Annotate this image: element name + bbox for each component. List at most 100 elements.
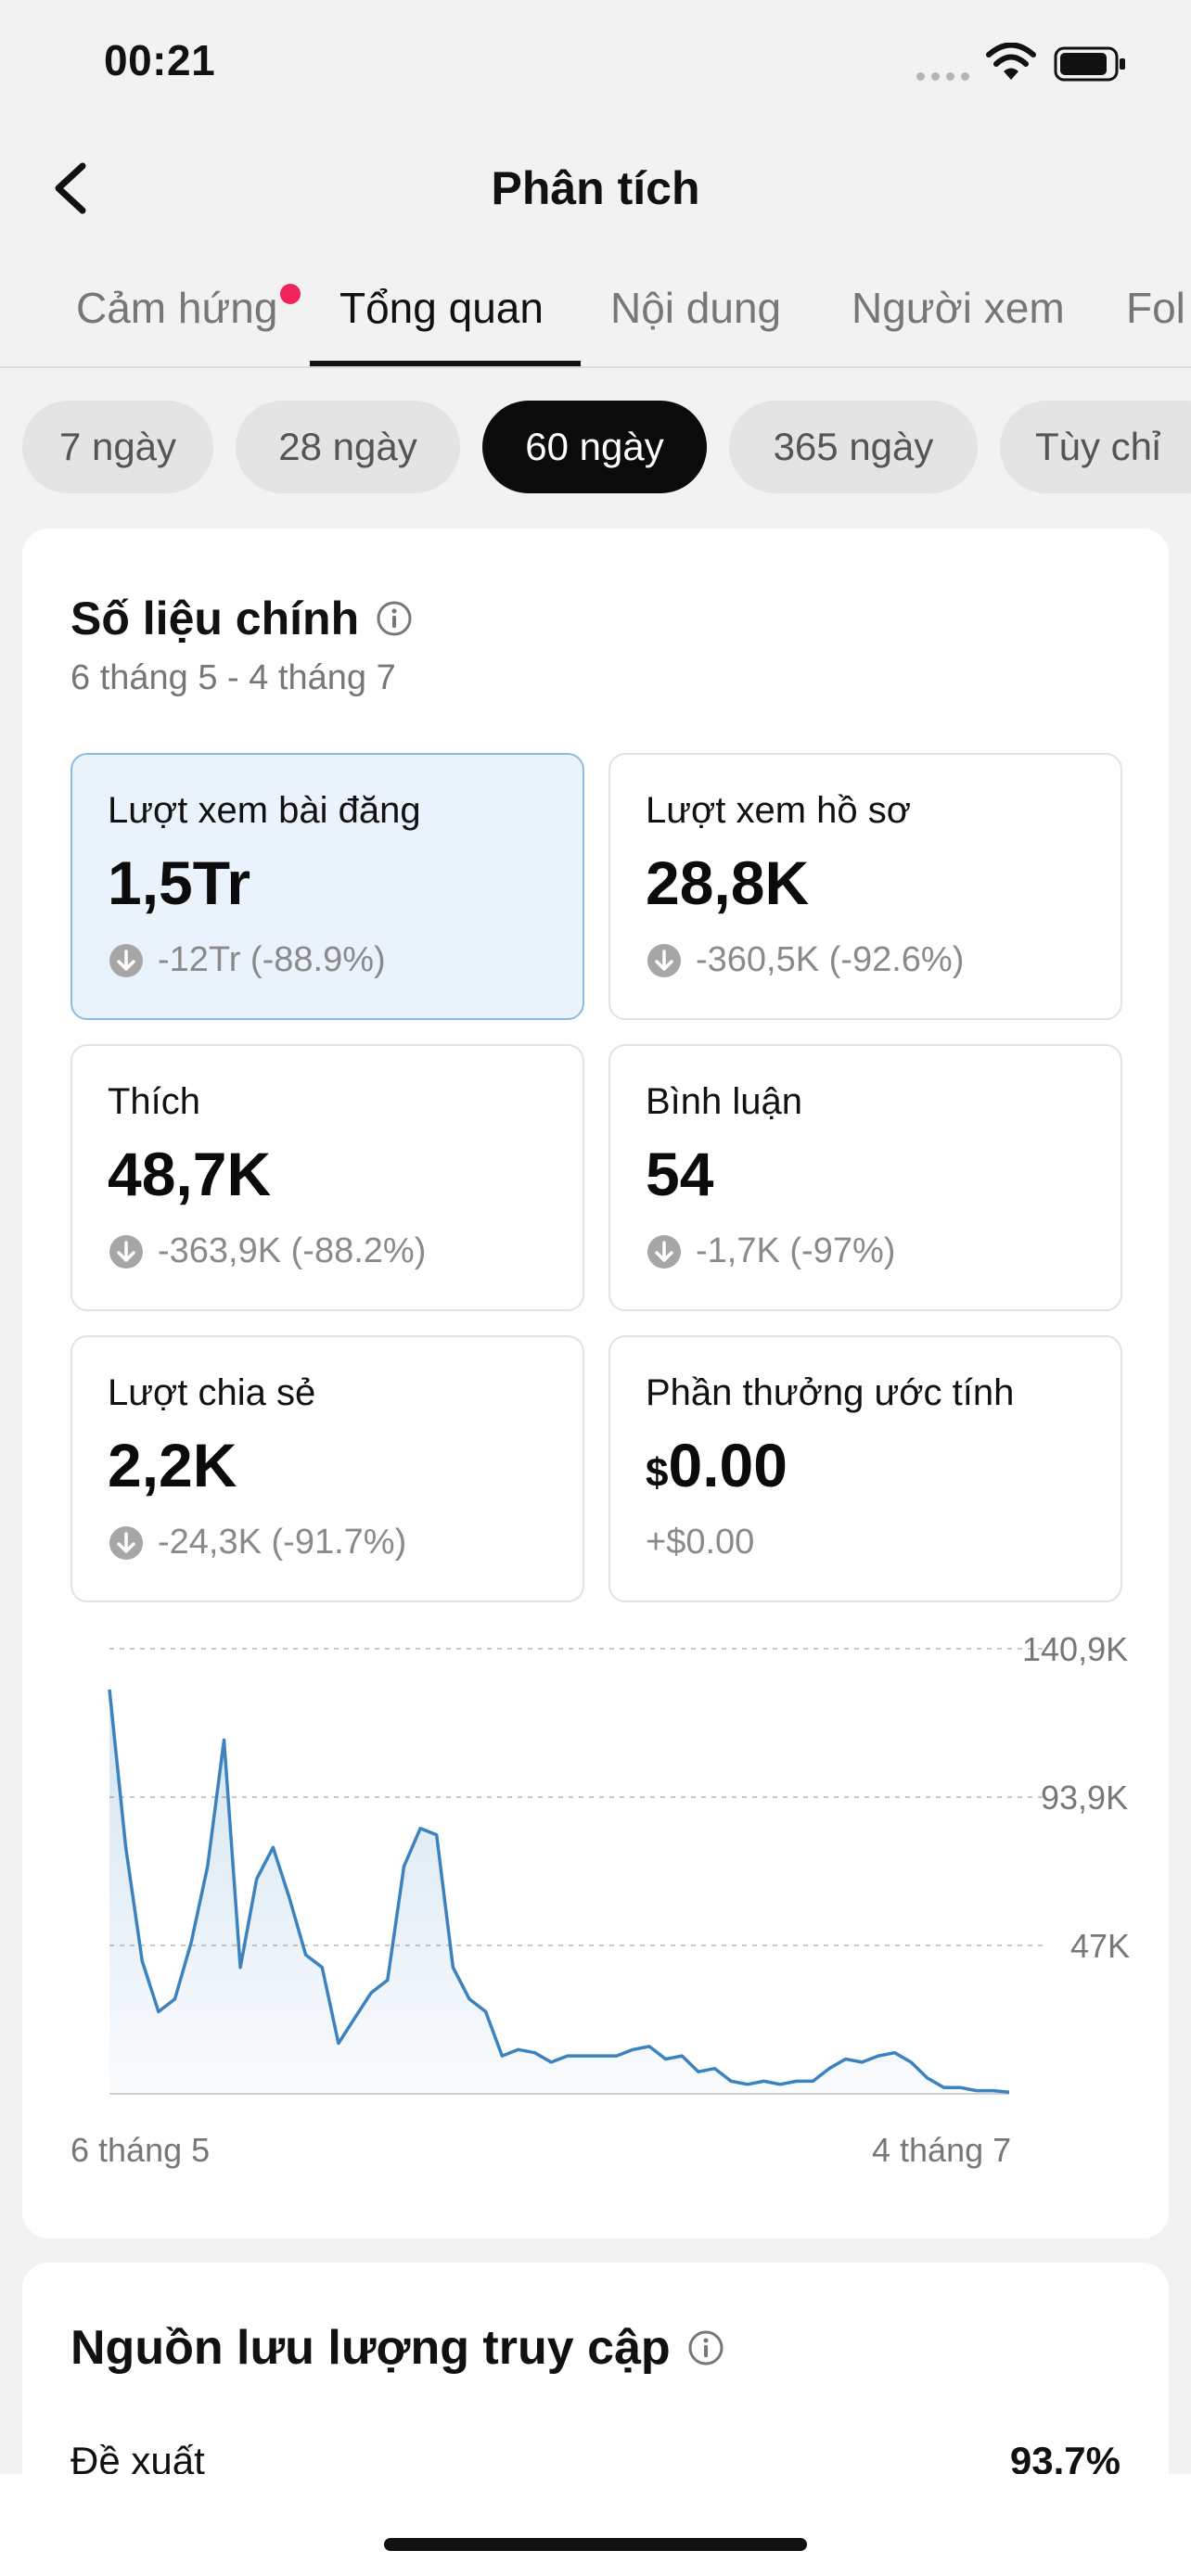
key-metrics-header: Số liệu chính <box>70 592 413 645</box>
data-point-34 <box>662 2056 670 2063</box>
arrow-down-circle-icon <box>109 1525 143 1560</box>
metric-label: Lượt xem hồ sơ <box>646 790 911 831</box>
tab-viewers[interactable]: Người xem <box>852 284 1065 332</box>
data-point-7 <box>221 1737 228 1744</box>
metric-profile-views[interactable]: Lượt xem hồ sơ 28,8K -360,5K (-92.6%) <box>608 753 1122 1020</box>
data-point-42 <box>793 2077 800 2085</box>
period-custom[interactable]: Tùy chỉ <box>1000 401 1191 493</box>
x-axis-start-label: 6 tháng 5 <box>70 2131 211 2169</box>
status-bar: 00:21 <box>0 0 1191 130</box>
data-point-49 <box>907 2059 915 2066</box>
arrow-down-circle-icon <box>647 1234 681 1269</box>
data-point-24 <box>498 2052 506 2060</box>
data-point-32 <box>629 2046 636 2053</box>
metric-label: Lượt xem bài đăng <box>108 790 421 831</box>
arrow-down-circle-icon <box>647 943 681 977</box>
wifi-icon <box>986 43 1036 80</box>
data-point-45 <box>842 2056 850 2063</box>
data-point-22 <box>466 1996 473 2003</box>
metric-value: $0.00 <box>646 1430 788 1500</box>
data-point-51 <box>941 2084 948 2091</box>
metric-change-text: -363,9K (-88.2%) <box>158 1231 427 1270</box>
metric-shares[interactable]: Lượt chia sẻ 2,2K -24,3K (-91.7%) <box>70 1335 584 1602</box>
series-area <box>109 1689 1009 2094</box>
post-views-chart[interactable]: 140,9K 93,9K 47K 6 tháng 5 4 tháng 7 <box>70 1623 1137 2179</box>
metric-value-number: 0.00 <box>668 1431 788 1499</box>
metric-value: 54 <box>646 1140 714 1208</box>
period-7-days[interactable]: 7 ngày <box>22 401 213 493</box>
arrow-down-circle-icon <box>109 943 143 977</box>
tab-content[interactable]: Nội dung <box>610 284 782 332</box>
metric-change-text: -1,7K (-97%) <box>696 1231 896 1270</box>
period-selector: 7 ngày 28 ngày 60 ngày 365 ngày Tùy chỉ <box>0 401 1191 497</box>
chevron-left-icon <box>55 162 86 214</box>
data-point-1 <box>122 1843 130 1851</box>
data-point-11 <box>286 1894 293 1902</box>
data-point-3 <box>155 2008 162 2015</box>
period-28-days[interactable]: 28 ngày <box>236 401 460 493</box>
data-point-39 <box>744 2081 751 2088</box>
data-point-0 <box>106 1686 113 1693</box>
tab-bar: Cảm hứng Tổng quan Nội dung Người xem Fo… <box>0 264 1191 368</box>
data-point-6 <box>204 1863 211 1870</box>
back-button[interactable] <box>37 156 102 221</box>
metric-post-views[interactable]: Lượt xem bài đăng 1,5Tr -12Tr (-88.9%) <box>70 753 584 1020</box>
metric-comments[interactable]: Bình luận 54 -1,7K (-97%) <box>608 1044 1122 1311</box>
data-point-46 <box>858 2059 865 2066</box>
y-tick-label: 47K <box>1070 1927 1131 1965</box>
metric-change-text: +$0.00 <box>646 1523 755 1562</box>
metric-estimated-rewards[interactable]: Phần thưởng ước tính $0.00 +$0.00 <box>608 1335 1122 1602</box>
info-icon[interactable] <box>687 2329 724 2366</box>
data-point-29 <box>581 2052 588 2060</box>
metric-value: 2,2K <box>108 1431 237 1499</box>
series-line <box>108 1689 1010 2095</box>
metric-label: Bình luận <box>646 1081 803 1122</box>
metric-change: -24,3K (-91.7%) <box>108 1523 406 1562</box>
data-point-8 <box>237 1964 244 1971</box>
metric-label: Lượt chia sẻ <box>108 1372 316 1413</box>
metric-change: -12Tr (-88.9%) <box>108 940 386 980</box>
key-metrics-title: Số liệu chính <box>70 593 360 644</box>
data-point-9 <box>253 1875 261 1882</box>
data-point-28 <box>564 2052 571 2060</box>
tab-inspiration[interactable]: Cảm hứng <box>76 284 278 332</box>
data-point-36 <box>695 2068 702 2075</box>
period-365-days[interactable]: 365 ngày <box>729 401 978 493</box>
data-point-12 <box>302 1951 310 1958</box>
data-point-19 <box>416 1825 424 1832</box>
cellular-signal-icon <box>916 72 969 81</box>
data-point-55 <box>1005 2088 1013 2096</box>
metric-change-text: -24,3K (-91.7%) <box>158 1523 407 1562</box>
metric-change: -1,7K (-97%) <box>646 1231 895 1271</box>
traffic-source-title: Nguồn lưu lượng truy cập <box>70 2321 671 2375</box>
data-point-25 <box>515 2046 522 2053</box>
key-metrics-card: Số liệu chính 6 tháng 5 - 4 tháng 7 Lượt… <box>22 529 1169 2238</box>
data-point-14 <box>335 2040 342 2047</box>
data-point-16 <box>367 1989 375 1996</box>
data-point-21 <box>449 1964 456 1971</box>
metric-likes[interactable]: Thích 48,7K -363,9K (-88.2%) <box>70 1044 584 1311</box>
metric-change-text: -360,5K (-92.6%) <box>696 940 965 979</box>
period-60-days[interactable]: 60 ngày <box>482 401 707 493</box>
metric-value: 1,5Tr <box>108 848 251 917</box>
x-axis-end-label: 4 tháng 7 <box>872 2131 1012 2169</box>
notification-dot <box>280 284 301 304</box>
bottom-safe-area <box>0 2474 1191 2576</box>
data-point-35 <box>678 2052 685 2060</box>
data-point-54 <box>989 2087 996 2095</box>
tab-followers[interactable]: Fol <box>1126 284 1185 332</box>
tab-overview[interactable]: Tổng quan <box>339 284 544 332</box>
data-point-43 <box>809 2077 816 2085</box>
metric-label: Phần thưởng ước tính <box>646 1372 1015 1413</box>
metric-change-text: -12Tr (-88.9%) <box>158 940 386 979</box>
data-point-53 <box>973 2087 980 2095</box>
metric-change: -363,9K (-88.2%) <box>108 1231 426 1271</box>
data-point-31 <box>613 2052 621 2060</box>
home-indicator[interactable] <box>384 2538 807 2551</box>
info-icon[interactable] <box>376 600 413 637</box>
metric-label: Thích <box>108 1081 201 1122</box>
data-point-5 <box>187 1939 195 1946</box>
active-tab-indicator <box>310 361 581 366</box>
header: Phân tích <box>0 130 1191 250</box>
